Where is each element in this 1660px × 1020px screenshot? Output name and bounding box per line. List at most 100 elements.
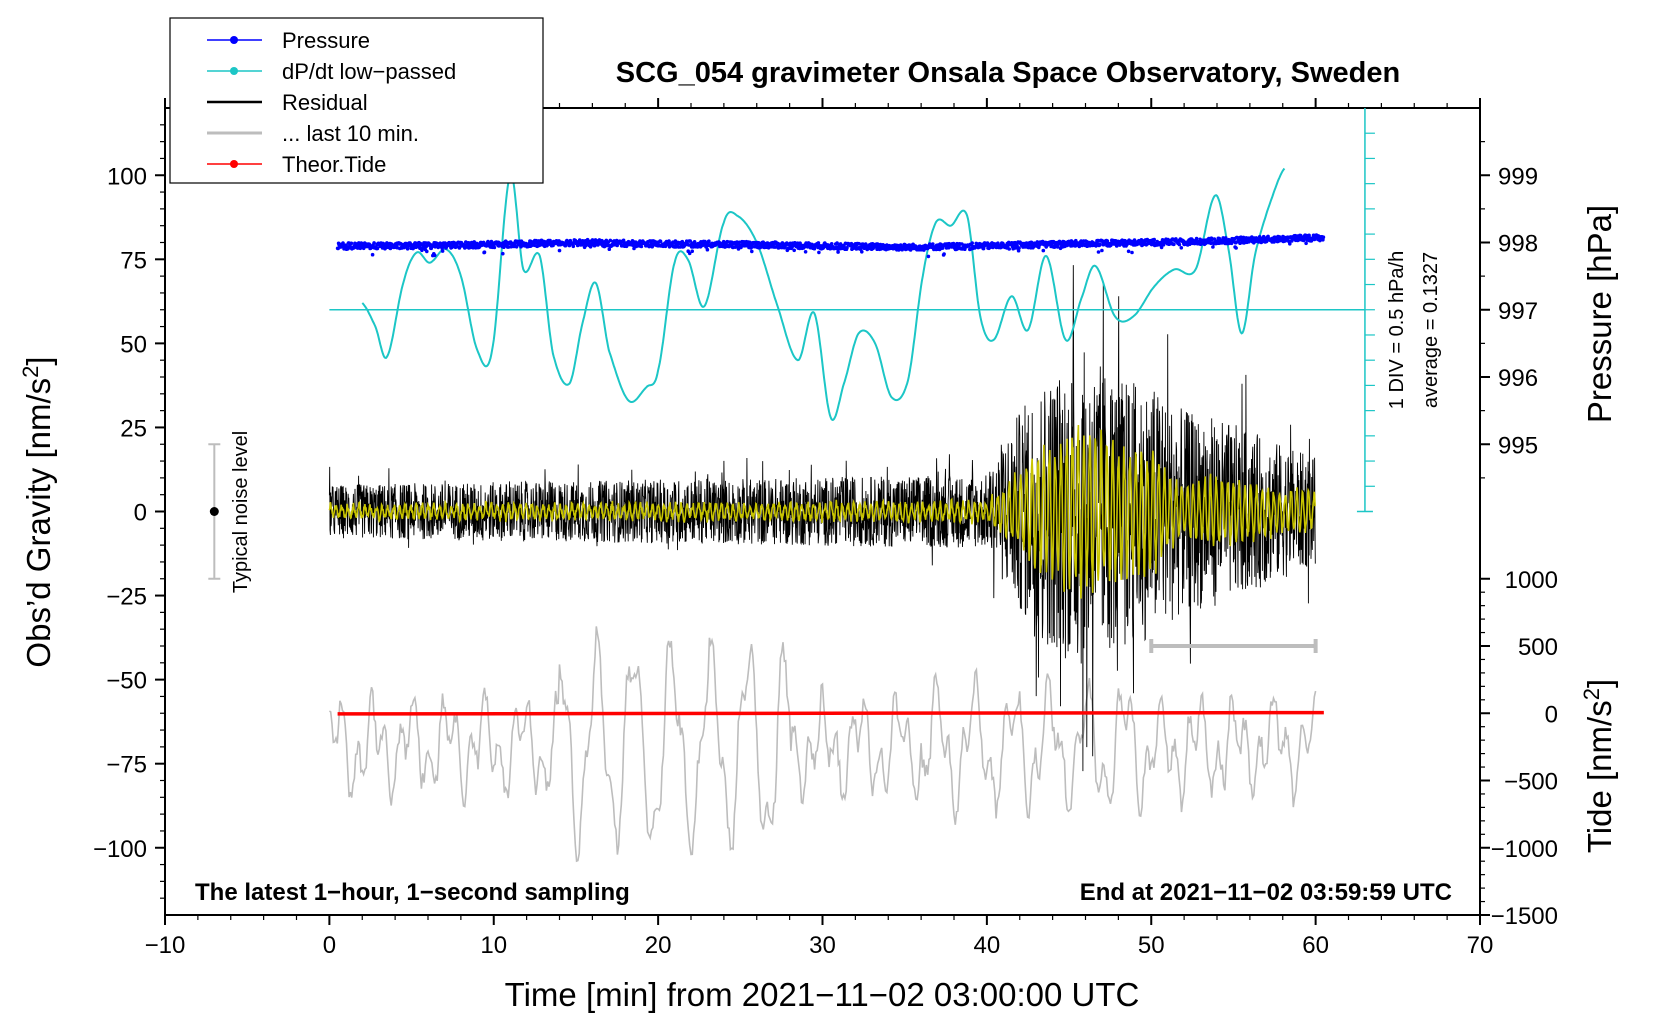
x-tick-label: 60 [1302, 932, 1329, 959]
pressure-point [750, 249, 754, 254]
pressure-point [1307, 233, 1311, 238]
tide-tick-label: 0 [1545, 701, 1558, 728]
pressure-point [1098, 243, 1102, 247]
data-series [328, 167, 1365, 863]
tide-tick-label: 500 [1518, 634, 1558, 661]
pressure-point [750, 245, 755, 249]
tide-tick-label: 1000 [1505, 567, 1558, 594]
pressure-point [405, 247, 410, 251]
pressure-point [705, 247, 710, 252]
pressure-point [860, 250, 864, 254]
pressure-point [690, 249, 694, 253]
y-tick-label: −75 [106, 752, 147, 779]
pressure-point [1321, 235, 1326, 239]
pressure-point [607, 247, 612, 251]
legend-marker-pressure [230, 36, 238, 44]
pressure-point [608, 238, 613, 243]
pressure-tick-label: 996 [1498, 365, 1538, 392]
pressure-point [812, 246, 817, 251]
series-pressure-dots [335, 233, 1326, 259]
pressure-point [1126, 249, 1131, 254]
pressure-point [1288, 242, 1292, 246]
legend-item-tide: Theor.Tide [207, 152, 386, 177]
x-tick-label: 50 [1138, 932, 1165, 959]
pressure-point [707, 239, 711, 243]
dpdt-average-label: average = 0.1327 [1420, 252, 1442, 408]
legend-label-pressure: Pressure [282, 28, 370, 53]
pressure-point [425, 249, 429, 254]
pressure-point [639, 244, 644, 249]
pressure-point [1179, 246, 1184, 250]
legend-item-pressure: Pressure [207, 28, 370, 53]
legend-box [169, 17, 544, 184]
pressure-point [1177, 242, 1182, 247]
pressure-point [501, 251, 505, 256]
pressure-point [563, 243, 568, 248]
y-tick-label: 50 [120, 331, 147, 358]
pressure-point [1159, 245, 1164, 250]
noise-point [209, 507, 219, 516]
y-axis-label-pressure: Pressure [hPa] [1581, 205, 1618, 423]
axis-ticks: −10 0 10 20 30 40 50 60 701007550250−25−50−75−10… [93, 98, 1558, 959]
pressure-point [761, 240, 765, 244]
pressure-point [432, 253, 437, 258]
pressure-point [1100, 248, 1104, 253]
x-tick-label: 40 [974, 932, 1001, 959]
annotation-end-time: End at 2021−11−02 03:59:59 UTC [1080, 879, 1452, 906]
pressure-point [658, 239, 663, 244]
pressure-point [1096, 250, 1101, 254]
pressure-point [688, 239, 692, 243]
pressure-point [571, 244, 576, 249]
pressure-point [1035, 240, 1040, 244]
pressure-point [370, 252, 375, 257]
x-tick-label: 20 [645, 932, 672, 959]
pressure-point [1152, 237, 1156, 242]
pressure-point [845, 246, 849, 250]
series-residual-lowpass-line [328, 424, 1316, 599]
pressure-point [1172, 242, 1176, 247]
legend-item-dpdt: dP/dt low−passed [207, 59, 456, 84]
pressure-point [1096, 238, 1100, 243]
y-tick-label: 100 [107, 163, 147, 190]
y-tick-label: 75 [120, 247, 147, 274]
tide-tick-label: −500 [1504, 769, 1558, 796]
legend-marker-dpdt [230, 67, 238, 75]
pressure-point [349, 241, 354, 246]
x-tick-label: 70 [1467, 932, 1494, 959]
legend-label-residual: Residual [282, 90, 368, 115]
x-tick-label: 30 [809, 932, 836, 959]
pressure-point [557, 248, 562, 253]
pressure-point [1130, 250, 1134, 255]
pressure-point [1194, 236, 1199, 241]
pressure-point [375, 246, 380, 251]
legend-label-dpdt: dP/dt low−passed [282, 59, 456, 84]
y-axis-label-tide: Tide [nm/s2] [1579, 679, 1619, 853]
series-last10-line [328, 626, 1317, 863]
pressure-point [970, 241, 974, 245]
pressure-point [492, 245, 497, 250]
pressure-point [926, 254, 931, 259]
pressure-point [1166, 237, 1170, 242]
pressure-point [590, 238, 595, 242]
pressure-point [829, 242, 834, 246]
pressure-point [803, 250, 808, 254]
pressure-point [440, 249, 445, 253]
pressure-point [1114, 244, 1119, 248]
chart-title: SCG_054 gravimeter Onsala Space Observat… [616, 57, 1400, 89]
pressure-point [388, 246, 393, 251]
y-tick-label: 25 [120, 415, 147, 442]
y-tick-label: 0 [134, 500, 147, 527]
pressure-point [836, 250, 840, 254]
pressure-point [596, 243, 600, 247]
pressure-point [1297, 237, 1301, 242]
pressure-point [482, 250, 487, 254]
pressure-point [457, 246, 462, 250]
y-tick-label: −100 [93, 836, 147, 863]
pressure-point [817, 250, 821, 255]
annotations [208, 108, 1375, 653]
y-axis-label-left: Obs’d Gravity [nm/s2] [18, 356, 58, 667]
pressure-tick-label: 995 [1498, 432, 1538, 459]
pressure-point [372, 241, 376, 245]
pressure-point [1234, 246, 1238, 250]
